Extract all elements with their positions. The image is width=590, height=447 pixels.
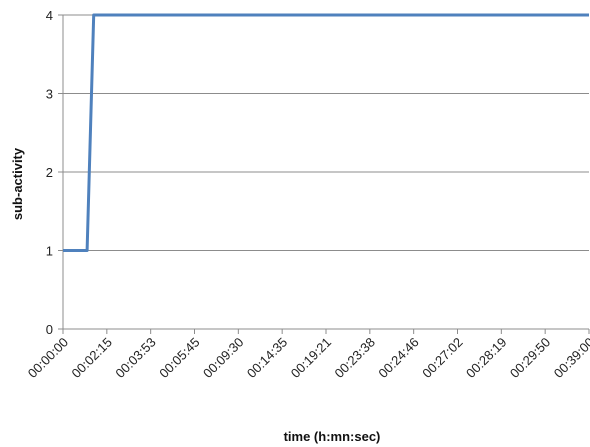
x-tick-label-4: 00:09:30	[200, 335, 246, 381]
x-tick-label-3: 00:05:45	[156, 335, 202, 381]
x-tick-label-6: 00:19:21	[288, 335, 334, 381]
x-tick-label-8: 00:24:46	[375, 335, 421, 381]
y-tick-label-3: 3	[46, 87, 53, 102]
x-tick-label-5: 00:14:35	[244, 335, 290, 381]
axes	[58, 14, 590, 334]
y-axis-title: sub-activity	[10, 147, 25, 220]
x-tick-label-11: 00:29:50	[507, 335, 553, 381]
x-tick-label-7: 00:23:38	[332, 335, 378, 381]
x-tick-label-12: 00:39:00	[551, 335, 590, 381]
x-tick-label-1: 00:02:15	[69, 335, 115, 381]
y-tick-label-4: 4	[46, 8, 53, 23]
y-tick-label-0: 0	[46, 322, 53, 337]
x-tick-labels: 00:00:0000:02:1500:03:5300:05:4500:09:30…	[25, 335, 590, 381]
series	[63, 13, 589, 252]
y-tick-labels: 0 1 2 3 4	[46, 8, 53, 337]
series-line	[63, 13, 589, 252]
x-tick-label-2: 00:03:53	[112, 335, 158, 381]
y-tick-label-2: 2	[46, 165, 53, 180]
x-axis-title: time (h:mn:sec)	[284, 429, 381, 444]
x-tick-label-9: 00:27:02	[419, 335, 465, 381]
grid-lines	[63, 14, 589, 251]
y-tick-label-1: 1	[46, 244, 53, 259]
x-tick-label-0: 00:00:00	[25, 335, 71, 381]
x-tick-label-10: 00:28:19	[463, 335, 509, 381]
